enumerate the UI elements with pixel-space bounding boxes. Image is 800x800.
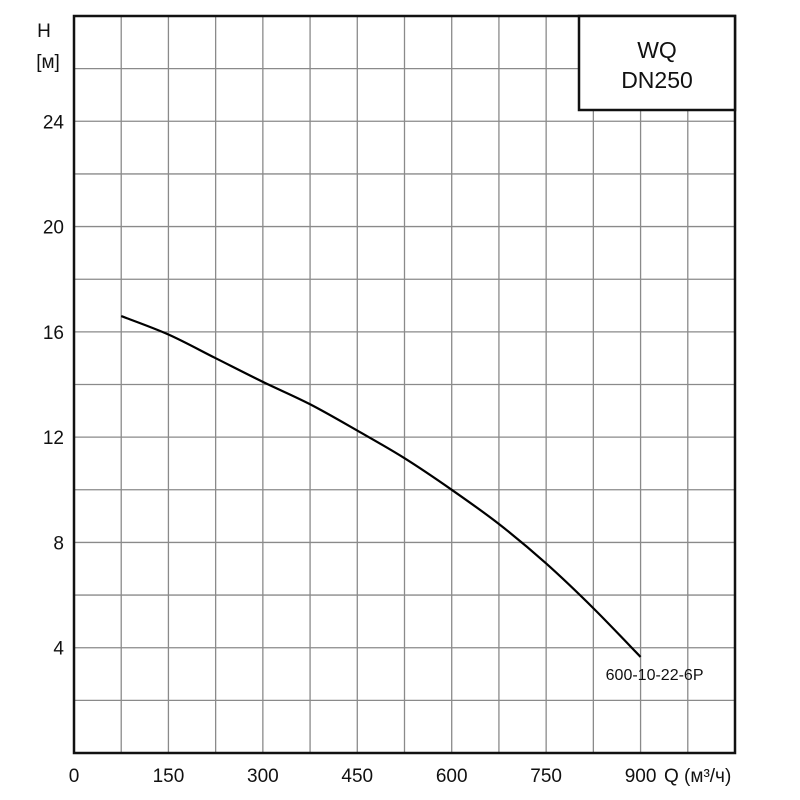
pump-curve [120,315,642,658]
title-box-frame [577,14,737,112]
x-tick-label: 0 [69,766,80,787]
x-tick-labels: 0 150 300 450 600 750 900 [69,766,657,787]
curves [120,315,642,658]
x-tick-label: 300 [247,766,279,787]
x-tick-label: 900 [625,766,657,787]
x-tick-label: 750 [530,766,562,787]
y-tick-labels: 4 8 12 16 20 24 [43,112,65,659]
series-labels: 600-10-22-6P [606,667,704,684]
y-tick-label: 4 [53,639,64,660]
x-tick-label: 450 [341,766,373,787]
y-axis-label-unit: [м] [36,52,60,73]
y-axis-label-h: H [37,21,51,42]
y-tick-label: 12 [43,428,64,449]
title-line2: DN250 [621,67,693,93]
title-line1: WQ [637,37,677,63]
y-tick-label: 8 [53,533,64,554]
x-tick-label: 150 [153,766,185,787]
plot-frame [72,14,737,755]
series-label: 600-10-22-6P [606,667,704,684]
x-axis-label: Q (м³/ч) [664,766,731,787]
grid [74,16,735,753]
y-tick-label: 16 [43,323,64,344]
x-tick-label: 600 [436,766,468,787]
y-tick-label: 20 [43,218,64,239]
y-tick-label: 24 [43,112,65,133]
title-box: WQ DN250 [577,14,737,112]
